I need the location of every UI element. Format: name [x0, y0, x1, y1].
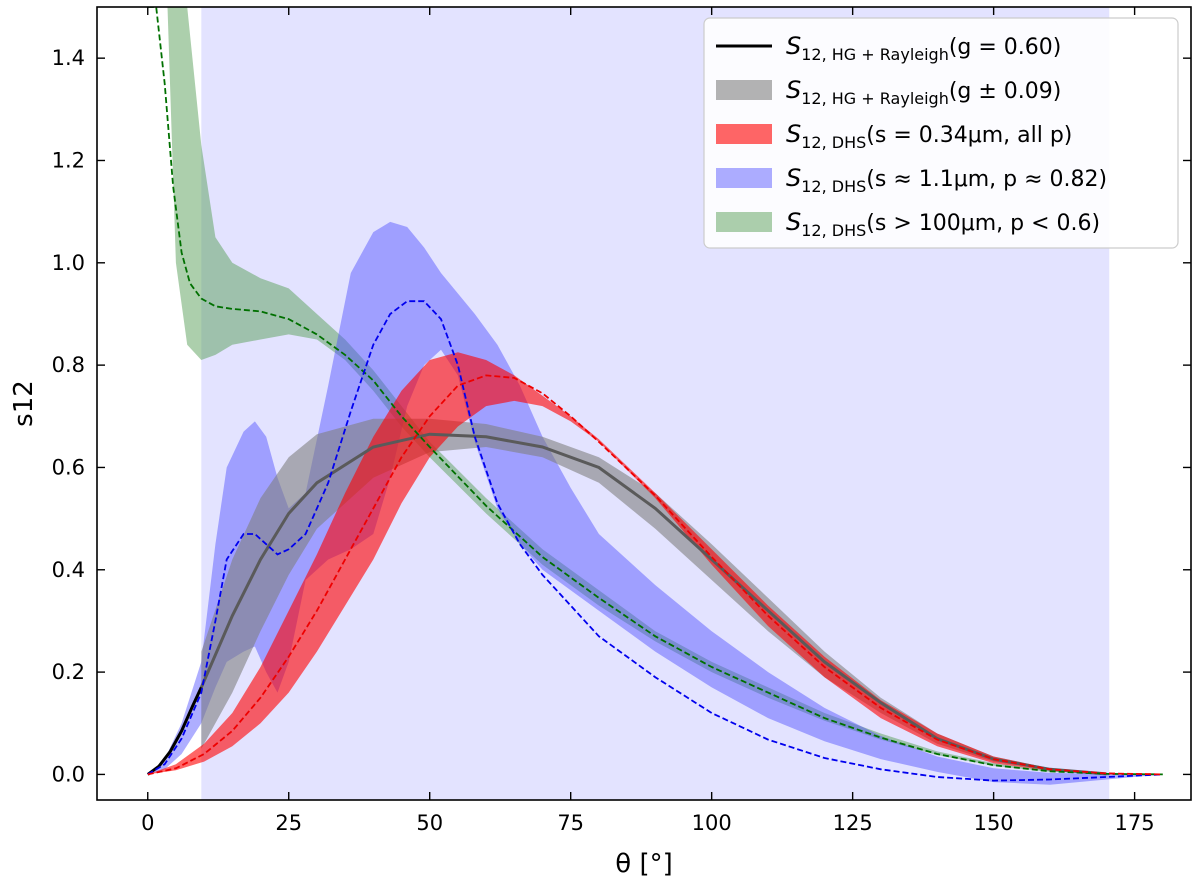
legend-swatch — [716, 212, 772, 232]
legend-label: S12, DHS(s ≈ 1.1μm, p ≈ 0.82) — [786, 164, 1107, 196]
x-tick-label: 75 — [557, 811, 584, 835]
legend-box — [703, 17, 1179, 249]
y-tick-label: 0.8 — [52, 353, 85, 377]
x-tick-label: 150 — [974, 811, 1014, 835]
x-tick-label: 0 — [141, 811, 154, 835]
axes-frame — [96, 6, 1192, 801]
x-tick-label: 125 — [833, 811, 873, 835]
legend-label: S12, HG + Rayleigh(g = 0.60) — [786, 32, 1061, 64]
blue-band — [147, 221, 1163, 785]
legend-label: S12, HG + Rayleigh(g ± 0.09) — [786, 76, 1061, 108]
black-line — [146, 686, 203, 776]
legend-swatch — [716, 80, 772, 100]
y-tick-label: 0.2 — [52, 660, 85, 684]
x-tick-label: 175 — [1115, 811, 1155, 835]
x-axis-title: θ [°] — [615, 849, 672, 879]
legend-swatch — [716, 124, 772, 144]
legend-swatch — [716, 168, 772, 188]
y-axis-title: s12 — [9, 380, 39, 427]
y-tick-label: 1.0 — [52, 251, 85, 275]
x-tick-label: 100 — [692, 811, 732, 835]
x-tick-label: 50 — [416, 811, 443, 835]
y-tick-label: 1.2 — [52, 148, 85, 172]
y-tick-label: 0.6 — [52, 455, 85, 479]
y-tick-label: 1.4 — [52, 46, 85, 70]
red-center-dashed — [147, 374, 1163, 776]
legend-label: S12, DHS(s > 100μm, p < 0.6) — [786, 208, 1100, 240]
x-tick-label: 25 — [275, 811, 302, 835]
legend-label: S12, DHS(s = 0.34μm, all p) — [786, 120, 1072, 152]
blue-center-dashed — [147, 300, 1163, 782]
y-tick-label: 0.0 — [52, 762, 85, 786]
y-tick-label: 0.4 — [52, 558, 85, 582]
